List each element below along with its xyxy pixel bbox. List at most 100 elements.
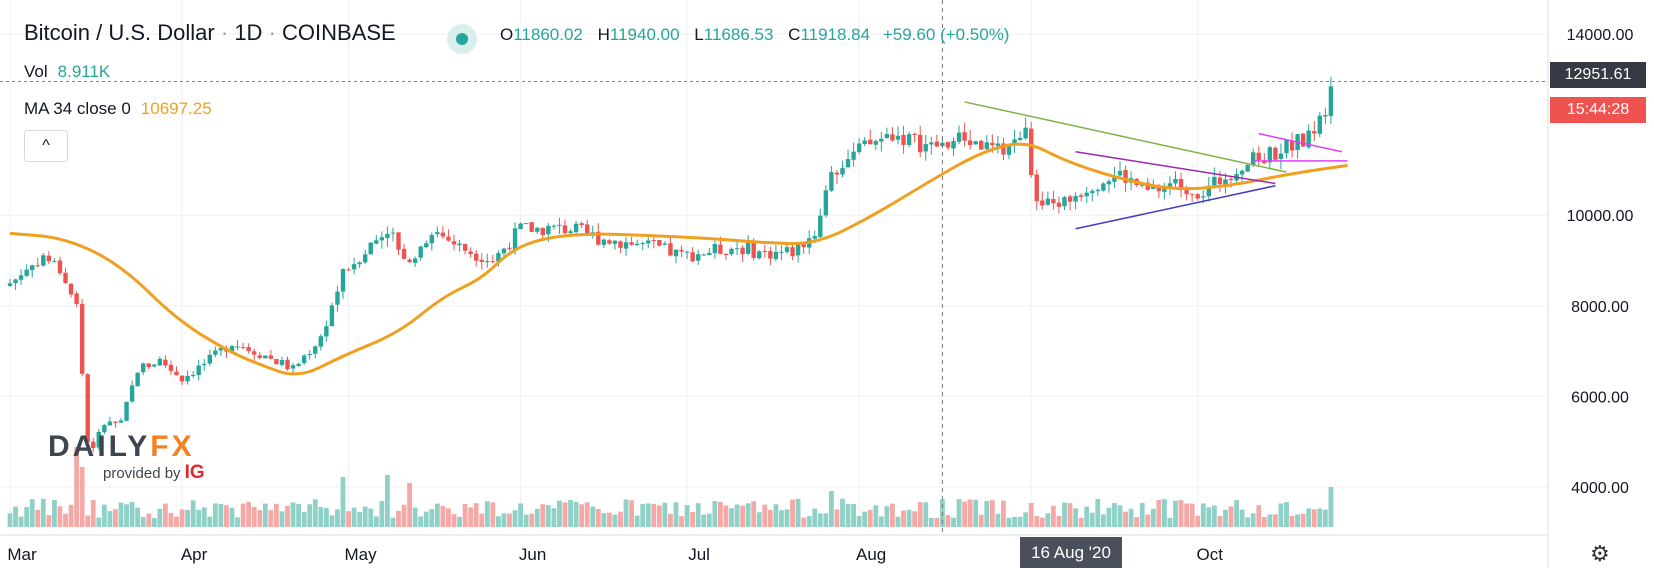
candle-body (1051, 198, 1056, 204)
volume-bar (412, 507, 418, 527)
candle-body (967, 140, 973, 146)
candle-body (462, 243, 468, 251)
candle-body (451, 241, 457, 245)
candle-body (673, 249, 679, 257)
volume-bar (734, 504, 740, 527)
candle-body (74, 293, 79, 304)
candle-body (274, 359, 279, 365)
volume-bar (1100, 514, 1106, 527)
candle-body (623, 242, 629, 249)
volume-bar (96, 517, 102, 527)
exchange: COINBASE (282, 20, 396, 45)
volume-bar (468, 507, 474, 527)
candle-body (751, 243, 756, 258)
candle-body (1245, 165, 1250, 172)
volume-bar (1073, 508, 1078, 527)
candle-body (768, 251, 773, 259)
candle-body (24, 269, 29, 276)
volume-bar (989, 500, 995, 527)
volume-bar (545, 505, 551, 527)
volume-bar (901, 510, 906, 527)
volume-bar (190, 500, 196, 527)
candle-body (1284, 139, 1289, 154)
candle-body (229, 345, 235, 352)
candle-body (951, 141, 956, 149)
volume-bar (529, 513, 535, 527)
volume-bar (962, 501, 967, 527)
ma-legend[interactable]: MA 34 close 0 10697.25 (24, 99, 212, 119)
volume-legend[interactable]: Vol 8.911K (24, 62, 110, 82)
candle-body (646, 240, 651, 244)
candle-body (1212, 176, 1217, 186)
candle-body (573, 223, 579, 233)
volume-bar (285, 505, 290, 527)
ma-value: 10697.25 (140, 99, 212, 118)
candle-body (351, 264, 357, 270)
volume-bar (834, 509, 840, 527)
candle-body (535, 227, 540, 232)
x-tick-label: Oct (1196, 545, 1223, 564)
volume-bar (645, 503, 651, 527)
trendline-pennant-upper (1075, 151, 1276, 185)
candle-body (779, 251, 784, 253)
candle-body (1306, 130, 1311, 148)
volume-bar (129, 501, 135, 527)
candle-body (52, 261, 57, 263)
trendline-pennant-lower (1075, 185, 1276, 230)
volume-bar (1078, 517, 1084, 527)
candle-body (190, 374, 196, 376)
candle-body (129, 385, 135, 402)
volume-bar (262, 503, 268, 527)
x-tick-label: Jul (688, 545, 710, 564)
volume-bar (1228, 506, 1234, 527)
volume-bar (346, 511, 351, 527)
volume-bar (1245, 517, 1251, 527)
volume-bar (729, 508, 734, 527)
candle-body (68, 283, 74, 295)
axes (0, 0, 1549, 568)
volume-bar (1328, 487, 1334, 527)
candle-body (240, 346, 246, 348)
candle-body (412, 258, 418, 263)
volume-bar (1039, 517, 1045, 527)
volume-bar (1128, 508, 1134, 527)
volume-bar (906, 509, 912, 527)
candle-body (335, 291, 340, 305)
volume-bar (101, 504, 107, 527)
volume-bar (246, 501, 252, 527)
volume-bar (490, 502, 496, 527)
candle-body (596, 231, 601, 245)
candle-body (718, 244, 723, 254)
candle-body (845, 158, 851, 168)
volume-bar (1284, 502, 1289, 527)
candle-body (690, 252, 695, 262)
candle-body (41, 255, 46, 266)
candle-body (379, 237, 385, 241)
volume-bar (762, 504, 768, 527)
volume-bar (584, 502, 590, 527)
candle-body (612, 240, 618, 244)
candle-body (540, 227, 545, 236)
candle-body (1151, 185, 1156, 190)
candle-body (929, 142, 934, 145)
volume-bar (473, 503, 479, 527)
chart-settings-gear-icon[interactable]: ⚙ (1590, 541, 1610, 566)
candle-body (157, 358, 163, 366)
candle-body (213, 350, 218, 355)
volume-bar (917, 502, 923, 527)
volume-bar (607, 512, 612, 527)
candle-body (468, 251, 473, 255)
candle-body (1300, 133, 1306, 147)
candle-body (723, 253, 729, 256)
volume-bar (1239, 509, 1245, 527)
volume-bar (257, 510, 263, 527)
candle-body (218, 347, 224, 351)
volume-bar (573, 501, 579, 527)
candle-body (268, 355, 274, 359)
volume-bar (740, 505, 745, 527)
candle-body (57, 260, 63, 274)
candle-body (307, 353, 312, 355)
collapse-legend-button[interactable]: ^ (24, 130, 68, 162)
interval[interactable]: 1D (234, 20, 263, 45)
